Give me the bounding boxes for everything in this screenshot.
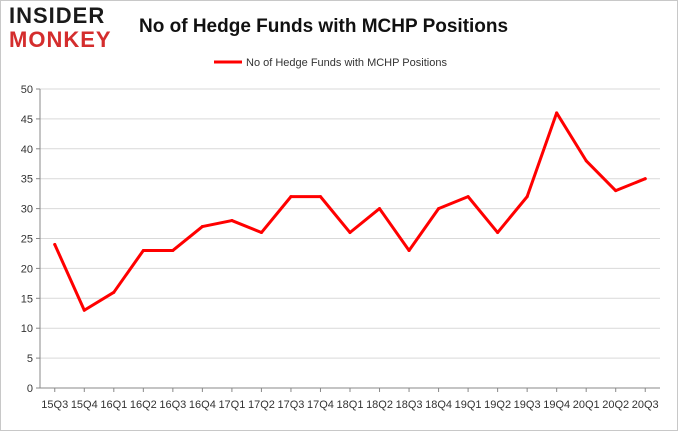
y-tick-label: 20: [21, 263, 33, 275]
y-tick-label: 5: [27, 353, 33, 365]
data-point: [643, 177, 647, 181]
y-tick-label: 15: [21, 293, 33, 305]
x-tick-label: 15Q4: [71, 399, 98, 411]
x-tick-label: 18Q4: [425, 399, 452, 411]
y-tick-label: 45: [21, 114, 33, 126]
data-point: [318, 195, 322, 199]
data-point: [466, 195, 470, 199]
x-tick-label: 19Q3: [514, 399, 541, 411]
x-tick-label: 18Q3: [396, 399, 423, 411]
legend: No of Hedge Funds with MCHP Positions: [214, 57, 447, 69]
x-tick-label: 18Q1: [337, 399, 364, 411]
y-tick-label: 0: [27, 383, 33, 395]
data-point: [259, 231, 263, 235]
data-series: [53, 111, 647, 312]
x-tick-label: 17Q2: [248, 399, 275, 411]
x-tick-label: 17Q1: [218, 399, 245, 411]
x-tick-label: 20Q2: [602, 399, 629, 411]
data-point: [171, 248, 175, 252]
data-point: [230, 219, 234, 223]
data-point: [112, 290, 116, 294]
y-tick-label: 35: [21, 174, 33, 186]
logo-line1: INSIDER: [9, 3, 106, 28]
x-tick-label: 17Q3: [277, 399, 304, 411]
data-point: [614, 189, 618, 193]
data-point: [584, 159, 588, 163]
y-tick-label: 25: [21, 234, 33, 246]
y-tick-label: 30: [21, 204, 33, 216]
data-point: [437, 207, 441, 211]
logo-line2: MONKEY: [9, 27, 112, 52]
chart-title: No of Hedge Funds with MCHP Positions: [139, 16, 509, 37]
series-line: [53, 111, 647, 312]
y-tick-label: 50: [21, 84, 33, 96]
x-tick-label: 16Q3: [159, 399, 186, 411]
x-tick-labels: 15Q3 15Q4 16Q1 16Q2 16Q3 16Q4 17Q1 17Q2 17Q3 17Q4…: [41, 399, 658, 411]
x-tick-label: 18Q2: [366, 399, 393, 411]
y-tick-label: 40: [21, 144, 33, 156]
data-point: [82, 308, 86, 312]
data-point: [407, 248, 411, 252]
x-tick-label: 20Q1: [573, 399, 600, 411]
y-tick-label: 10: [21, 323, 33, 335]
data-point: [525, 195, 529, 199]
x-tick-label: 17Q4: [307, 399, 334, 411]
x-tick-label: 16Q2: [130, 399, 157, 411]
data-point: [555, 111, 559, 115]
x-tick-label: 19Q2: [484, 399, 511, 411]
x-tick-label: 16Q4: [189, 399, 216, 411]
data-point: [496, 231, 500, 235]
data-point: [53, 242, 57, 246]
x-tick-label: 19Q1: [455, 399, 482, 411]
data-point: [141, 248, 145, 252]
data-point: [200, 225, 204, 229]
x-tick-label: 20Q3: [632, 399, 659, 411]
insider-monkey-logo: INSIDER MONKEY: [9, 5, 127, 57]
data-point: [289, 195, 293, 199]
y-tick-labels: 0 5 10 15 20 25 30 35 40 45 50: [21, 84, 33, 395]
gridlines: [40, 88, 660, 359]
x-tick-label: 19Q4: [543, 399, 570, 411]
data-point: [378, 207, 382, 211]
data-point: [348, 231, 352, 235]
axes: [36, 88, 660, 392]
x-tick-label: 15Q3: [41, 399, 68, 411]
legend-label: No of Hedge Funds with MCHP Positions: [246, 57, 447, 69]
x-tick-label: 16Q1: [100, 399, 127, 411]
